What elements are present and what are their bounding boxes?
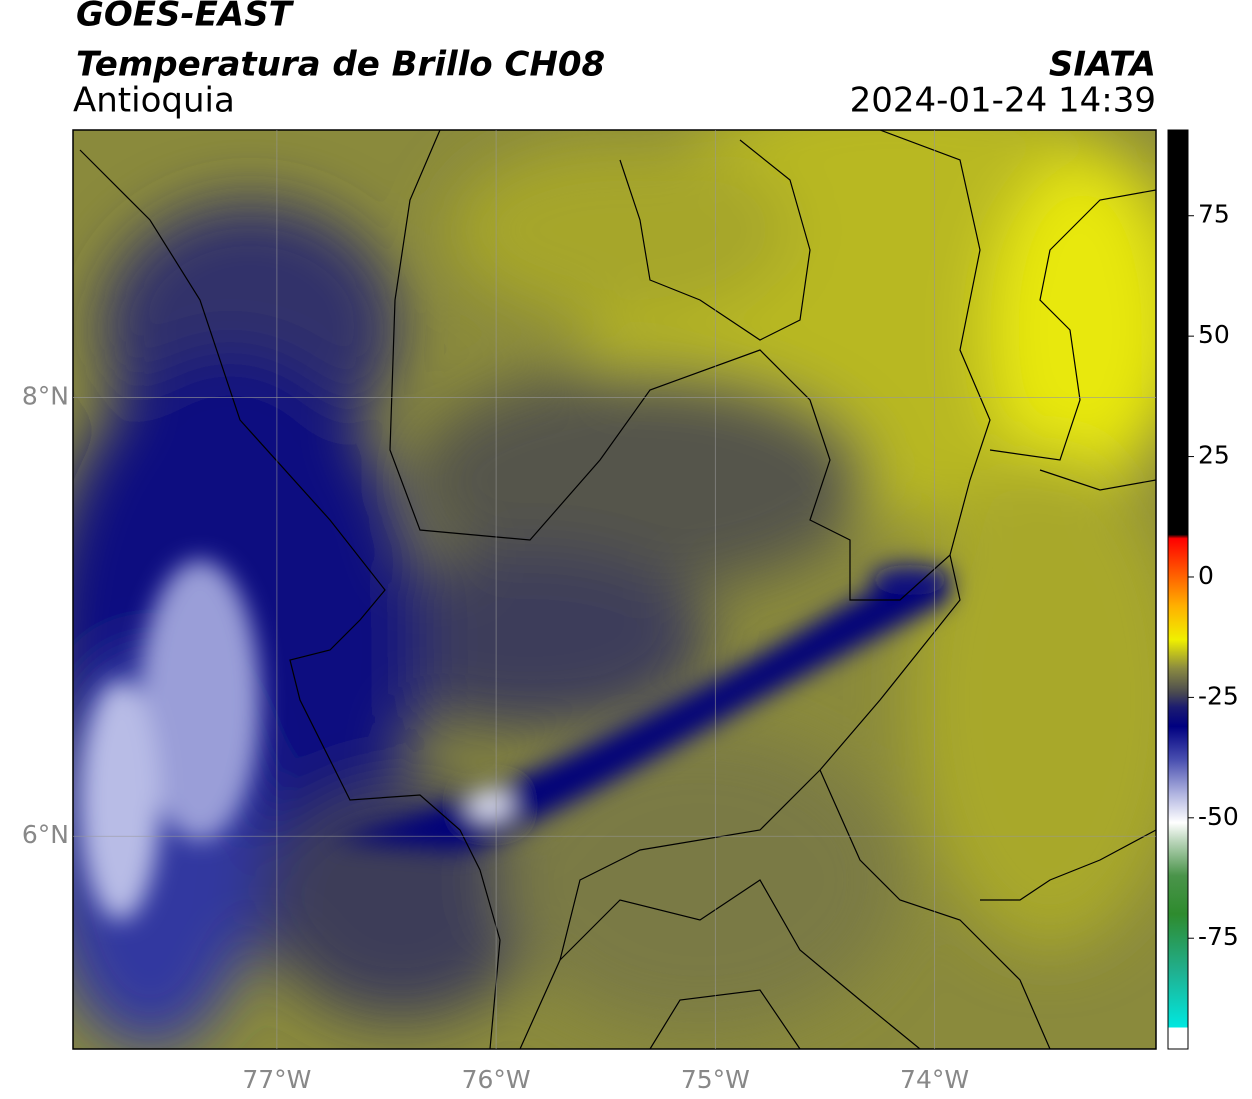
x-tick-label: 76°W [462, 1065, 531, 1094]
y-tick-label: 6°N [22, 820, 69, 849]
region: Antioquia [73, 81, 235, 121]
colorbar-tick-label: -25 [1198, 681, 1239, 710]
x-tick-label: 75°W [681, 1065, 750, 1094]
title: GOES-EAST [76, 0, 295, 35]
x-tick-label: 74°W [900, 1065, 969, 1094]
subtitle: Temperatura de Brillo CH08 [76, 45, 605, 85]
colorbar-tick-label: -50 [1198, 802, 1239, 831]
colorbar-tick-label: 75 [1198, 200, 1230, 229]
satellite-image [73, 130, 1156, 1049]
y-tick-label: 8°N [22, 382, 69, 411]
plot-frame [72, 129, 1157, 1050]
colorbar-tick-label: -75 [1198, 922, 1239, 951]
colorbar-tick-label: 0 [1198, 561, 1214, 590]
timestamp: 2024-01-24 14:39 [850, 81, 1156, 121]
x-tick-label: 77°W [242, 1065, 311, 1094]
colorbar-frame [1167, 129, 1189, 1050]
colorbar-tick-label: 25 [1198, 441, 1230, 470]
colorbar-tick-label: 50 [1198, 320, 1230, 349]
source: SIATA [1049, 45, 1156, 85]
colorbar [1168, 130, 1188, 1049]
